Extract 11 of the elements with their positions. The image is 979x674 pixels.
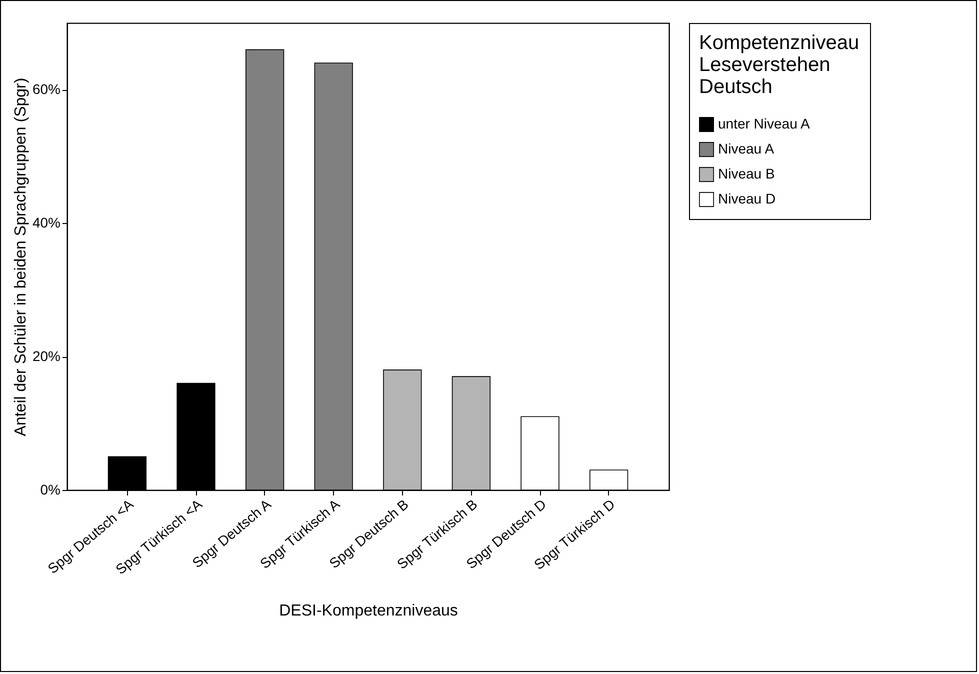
legend-title: Kompetenzniveau Leseverstehen Deutsch (699, 32, 860, 98)
legend-label: unter Niveau A (718, 116, 810, 132)
legend-label: Niveau D (718, 190, 776, 206)
legend-label: Niveau A (718, 140, 775, 156)
x-axis-title: DESI-Kompetenzniveaus (279, 602, 458, 620)
y-tick-label: 40% (32, 214, 60, 231)
y-tick-label: 0% (40, 482, 60, 498)
y-tick-label: 20% (32, 348, 60, 364)
y-axis-title: Anteil der Schüler in beiden Sprachgruppen (Spgr) (12, 78, 30, 436)
y-tick-label: 60% (32, 81, 60, 98)
legend-label: Niveau B (718, 166, 775, 182)
